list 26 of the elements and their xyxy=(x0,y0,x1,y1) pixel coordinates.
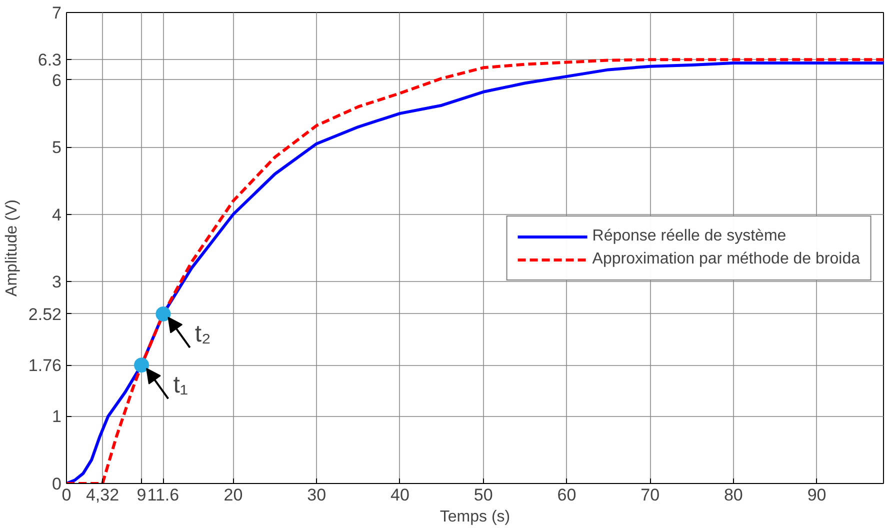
y-tick-label: 1 xyxy=(52,407,62,426)
y-tick-label: 2.52 xyxy=(28,304,62,324)
x-tick-label: 4,32 xyxy=(86,486,120,504)
y-tick-label: 4 xyxy=(52,205,62,224)
x-tick-label: 20 xyxy=(224,486,243,504)
x-tick-label: 11.6 xyxy=(147,486,180,504)
y-tick-label: 5 xyxy=(52,138,62,158)
annotation: t₂ xyxy=(194,320,211,348)
legend-label: Réponse réelle de système xyxy=(592,227,786,245)
x-axis-title: Temps (s) xyxy=(440,508,510,526)
x-tick-label: 90 xyxy=(807,486,826,504)
x-tick-label: 60 xyxy=(557,486,576,504)
x-tick-label: 50 xyxy=(474,486,493,504)
legend-label: Approximation par méthode de broida xyxy=(592,250,860,268)
annotation: t₁ xyxy=(173,372,188,399)
y-tick-label: 6 xyxy=(52,70,62,90)
y-tick-label: 7 xyxy=(52,4,62,22)
y-tick-label: 1.76 xyxy=(28,356,62,376)
x-tick-label: 9 xyxy=(136,486,146,504)
x-tick-label: 80 xyxy=(724,486,743,504)
y-tick-label: 3 xyxy=(52,272,62,292)
x-tick-label: 40 xyxy=(390,486,410,504)
y-axis-title: Amplitude (V) xyxy=(3,200,20,296)
x-tick-label: 70 xyxy=(640,486,660,504)
x-tick-label: 30 xyxy=(307,486,326,504)
y-tick-label: 6.3 xyxy=(38,50,62,70)
